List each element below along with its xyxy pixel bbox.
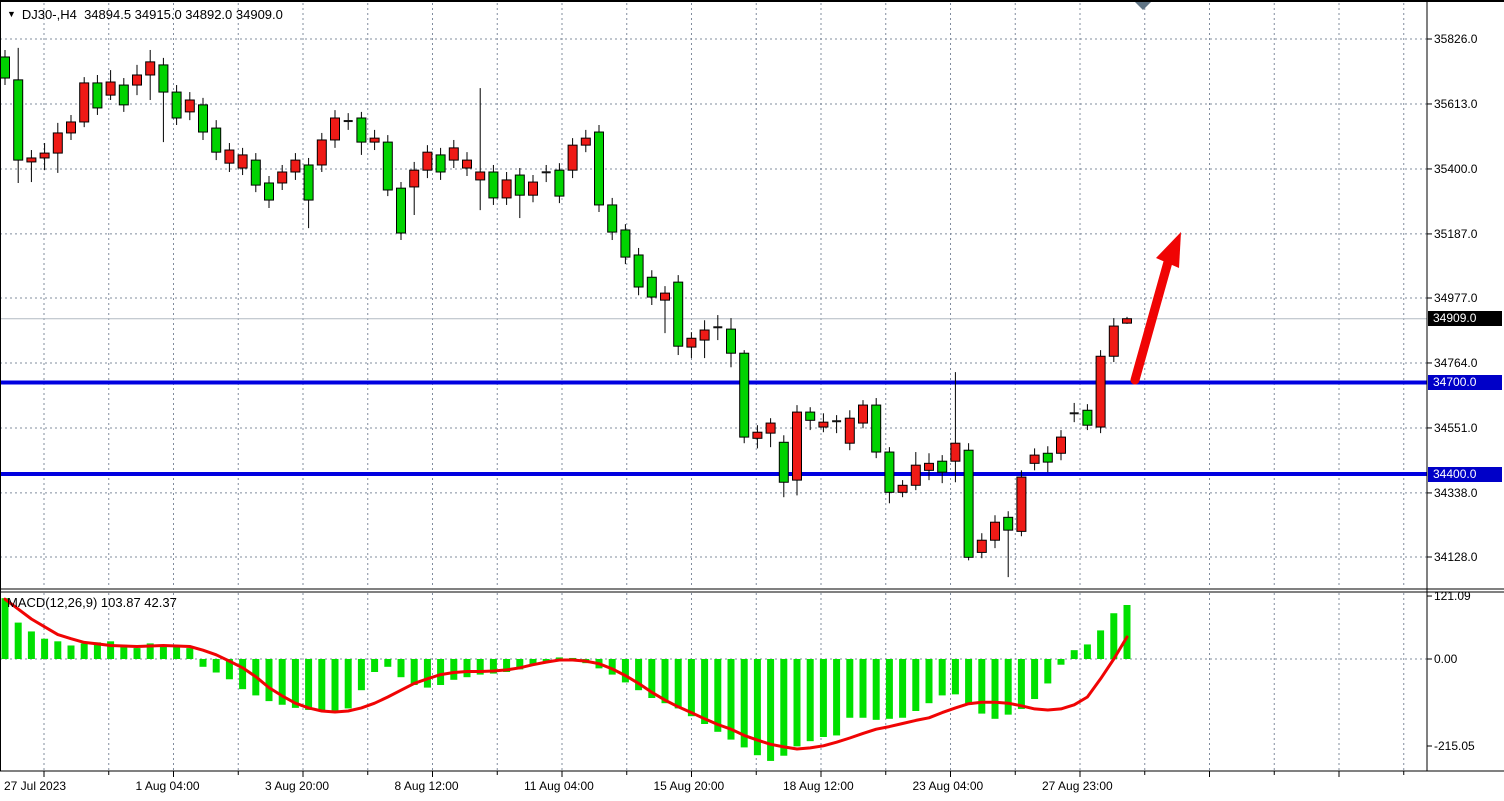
time-axis-label[interactable]: 11 Aug 04:00	[524, 779, 594, 793]
price-axis-label[interactable]: 34764.0	[1434, 355, 1478, 370]
level-price-badge: 34400.0	[1428, 466, 1502, 482]
time-axis-label[interactable]: 18 Aug 12:00	[783, 779, 854, 793]
chart-shift-marker	[1135, 2, 1151, 10]
symbol-dropdown-icon[interactable]: ▼	[7, 9, 16, 19]
time-axis-label[interactable]: 15 Aug 20:00	[653, 779, 725, 793]
chart-title: ▼ DJ30-,H4 34894.5 34915.0 34892.0 34909.…	[7, 7, 283, 22]
time-axis-label[interactable]: 8 Aug 12:00	[394, 779, 459, 793]
time-axis-label[interactable]: 27 Jul 2023	[4, 779, 67, 793]
time-axis-label[interactable]: 23 Aug 04:00	[912, 779, 984, 793]
price-axis-label[interactable]: 35613.0	[1434, 96, 1478, 111]
price-axis-label[interactable]: 34128.0	[1434, 549, 1478, 564]
time-axis-label[interactable]: 3 Aug 20:00	[265, 779, 330, 793]
price-axis-label[interactable]: 35826.0	[1434, 31, 1478, 46]
price-axis-label[interactable]: 35400.0	[1434, 161, 1478, 176]
ohlc-readout: 34894.5 34915.0 34892.0 34909.0	[84, 7, 283, 22]
price-axis-label[interactable]: 35187.0	[1434, 226, 1478, 241]
macd-indicator-label: MACD(12,26,9) 103.87 42.37	[7, 595, 177, 610]
macd-axis-label[interactable]: 121.09	[1434, 589, 1471, 604]
macd-axis-label[interactable]: 0.00	[1434, 652, 1458, 666]
current-price-badge: 34909.0	[1428, 311, 1502, 327]
symbol-period-label: DJ30-,H4	[21, 7, 77, 22]
price-axis-label[interactable]: 34551.0	[1434, 420, 1478, 435]
price-axis-label[interactable]: 34977.0	[1434, 290, 1478, 305]
price-axis-label[interactable]: 34338.0	[1434, 485, 1478, 500]
time-axis-label[interactable]: 1 Aug 04:00	[135, 779, 200, 793]
macd-axis-label[interactable]: -215.05	[1434, 739, 1475, 753]
level-price-badge: 34700.0	[1428, 374, 1502, 390]
time-axis-label[interactable]: 27 Aug 23:00	[1042, 779, 1113, 793]
